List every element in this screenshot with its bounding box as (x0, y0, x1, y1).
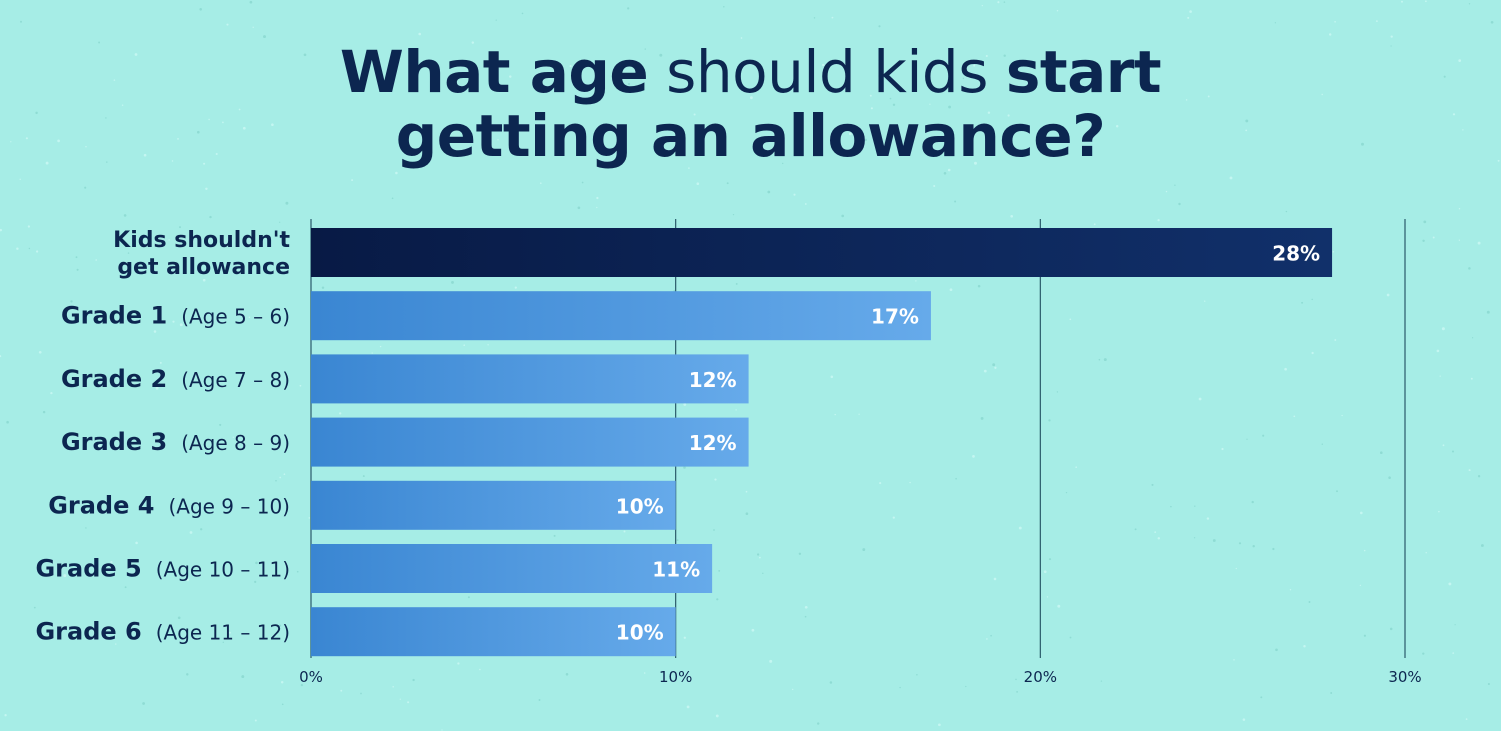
category-main-1: Grade 1 (61, 302, 167, 330)
category-sub-1: (Age 5 – 6) (181, 305, 290, 329)
category-main-2: Grade 2 (61, 365, 167, 393)
category-main-6: Grade 6 (35, 618, 141, 646)
category-label-4: Grade 4 (Age 9 – 10) (48, 491, 290, 519)
category-sub-5: (Age 10 – 11) (156, 558, 290, 582)
category-sub-3: (Age 8 – 9) (181, 431, 290, 455)
category-sub-2: (Age 7 – 8) (181, 368, 290, 392)
category-label-2: Grade 2 (Age 7 – 8) (61, 365, 290, 393)
bar-5 (311, 544, 713, 593)
title-part-should-kids: should kids (648, 38, 1006, 106)
value-label-6: 10% (616, 621, 664, 645)
category-label-5: Grade 5 (Age 10 – 11) (35, 555, 290, 583)
category-main-4: Grade 4 (48, 491, 154, 519)
value-label-1: 17% (871, 305, 919, 329)
x-tick-label-30: 30% (1388, 668, 1421, 686)
value-label-3: 12% (689, 431, 737, 455)
bar-2 (311, 354, 749, 404)
bar-0 (311, 228, 1333, 277)
x-tick-label-0: 0% (299, 668, 323, 686)
value-label-2: 12% (689, 368, 737, 392)
title-part-start: start (1005, 38, 1162, 106)
category-label-1: Grade 1 (Age 5 – 6) (61, 302, 290, 330)
value-label-5: 11% (652, 558, 700, 582)
category-main-3: Grade 3 (61, 428, 167, 456)
value-label-0: 28% (1272, 242, 1320, 266)
title-part-what-age: What age (339, 38, 649, 106)
bar-4 (311, 480, 676, 530)
chart-title: What age should kids start getting an al… (0, 40, 1501, 168)
x-tick-label-20: 20% (1024, 668, 1057, 686)
category-label-6: Grade 6 (Age 11 – 12) (35, 618, 290, 646)
bar-3 (311, 417, 749, 467)
category-label-0-line1: Kids shouldn't (113, 228, 290, 253)
category-sub-6: (Age 11 – 12) (156, 621, 290, 645)
bar-6 (311, 607, 676, 657)
title-line-2: getting an allowance? (395, 102, 1106, 170)
category-main-5: Grade 5 (35, 555, 141, 583)
category-label-3: Grade 3 (Age 8 – 9) (61, 428, 290, 456)
bar-1 (311, 291, 931, 341)
x-tick-label-10: 10% (659, 668, 692, 686)
category-sub-4: (Age 9 – 10) (168, 494, 290, 518)
value-label-4: 10% (616, 494, 664, 518)
category-label-0-line2: get allowance (117, 255, 290, 280)
